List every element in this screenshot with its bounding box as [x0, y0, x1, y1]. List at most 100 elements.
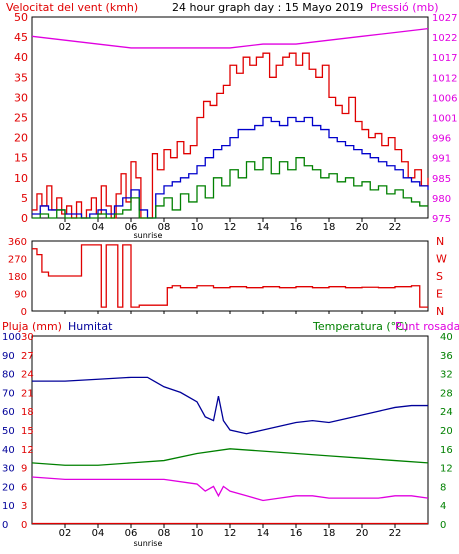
wind-y-tick-label: 0	[21, 212, 28, 225]
rain-y-tick-label: 18	[21, 407, 34, 418]
wind-speed-axis-title: Velocitat del vent (kmh)	[6, 1, 138, 14]
temperature-y-tick-label: 20	[440, 426, 453, 437]
humidity-x-tick-label: 04	[92, 528, 105, 539]
wind-x-tick-label: 12	[224, 222, 237, 233]
wind-y-tick-label: 5	[21, 192, 28, 205]
pressure-y-tick-label: 1022	[432, 33, 457, 44]
wind-x-tick-label: 04	[92, 222, 105, 233]
sunrise-label: sunrise	[133, 539, 162, 548]
temperature-line	[31, 448, 429, 466]
wind-x-tick-label: 20	[356, 222, 369, 233]
wind-y-tick-label: 15	[14, 152, 28, 165]
pressure-y-tick-label: 1012	[432, 73, 457, 84]
pressure-y-tick-label: 1001	[432, 114, 457, 125]
humidity-y-tick-label: 0	[2, 520, 8, 531]
direction-y-tick-label: 360	[8, 237, 27, 248]
rain-y-tick-label: 6	[21, 482, 27, 493]
humidity-y-tick-label: 50	[2, 426, 15, 437]
gust-wind-line	[32, 52, 429, 219]
pressure-y-tick-label: 1006	[432, 93, 457, 104]
humidity-y-tick-label: 20	[2, 482, 15, 493]
temperature-y-tick-label: 28	[440, 388, 453, 399]
wind-x-tick-label: 14	[257, 222, 270, 233]
direction-compass-label: W	[436, 253, 447, 266]
temperature-y-tick-label: 24	[440, 407, 453, 418]
temperature-y-tick-label: 36	[440, 351, 453, 362]
temperature-y-tick-label: 12	[440, 464, 453, 475]
wind-y-tick-label: 50	[14, 11, 28, 24]
rain-y-tick-label: 15	[21, 426, 34, 437]
humidity-x-tick-label: 12	[224, 528, 237, 539]
temperature-y-tick-label: 16	[440, 445, 453, 456]
wind-x-tick-label: 22	[389, 222, 402, 233]
wind-panel-frame	[31, 16, 429, 219]
temperature-axis-title: Temperatura (°C)	[312, 320, 408, 333]
wind-y-tick-label: 40	[14, 51, 28, 64]
rain-y-tick-label: 9	[21, 464, 27, 475]
wind-x-tick-label: 18	[323, 222, 336, 233]
humidity-axis-title: Humitat	[68, 320, 113, 333]
humidity-x-tick-label: 20	[356, 528, 369, 539]
humidity-x-tick-label: 02	[59, 528, 72, 539]
humidity-x-tick-label: 18	[323, 528, 336, 539]
wind-y-tick-label: 30	[14, 91, 28, 104]
wind-y-tick-label: 35	[14, 71, 28, 84]
humidity-line	[32, 376, 428, 435]
direction-compass-label: N	[436, 235, 444, 248]
temperature-y-tick-label: 8	[440, 482, 446, 493]
wind-x-tick-label: 08	[158, 222, 171, 233]
wind-x-tick-label: 02	[59, 222, 72, 233]
humidity-y-tick-label: 10	[2, 501, 15, 512]
humidity-y-tick-label: 80	[2, 370, 15, 381]
humidity-x-tick-label: 14	[257, 528, 270, 539]
direction-compass-label: N	[436, 305, 444, 318]
temperature-y-tick-label: 40	[440, 332, 453, 343]
humidity-y-tick-label: 40	[2, 445, 15, 456]
temperature-y-tick-label: 4	[440, 501, 446, 512]
wind-y-tick-label: 20	[14, 132, 28, 145]
pressure-y-tick-label: 985	[432, 174, 451, 185]
temperature-y-tick-label: 0	[440, 520, 446, 531]
rain-y-tick-label: 0	[21, 520, 27, 531]
wind-y-tick-label: 45	[14, 31, 28, 44]
temperature-y-tick-label: 32	[440, 370, 453, 381]
wind-x-tick-label: 16	[290, 222, 303, 233]
wind-direction-line	[32, 244, 428, 308]
direction-compass-label: S	[436, 270, 443, 283]
direction-y-tick-label: 90	[14, 290, 27, 301]
humidity-y-tick-label: 70	[2, 388, 15, 399]
rain-y-tick-label: 21	[21, 388, 34, 399]
rain-y-tick-label: 24	[21, 370, 34, 381]
rain-y-tick-label: 30	[21, 332, 34, 343]
rain-y-tick-label: 12	[21, 445, 34, 456]
rain-y-tick-label: 3	[21, 501, 27, 512]
humidity-x-tick-label: 22	[389, 528, 402, 539]
rain-axis-title: Pluja (mm)	[2, 320, 62, 333]
pressure-axis-title: Pressió (mb)	[370, 1, 439, 14]
pressure-y-tick-label: 975	[432, 214, 451, 225]
wind-x-tick-label: 10	[191, 222, 204, 233]
humidity-x-tick-label: 08	[158, 528, 171, 539]
humidity-x-tick-label: 06	[125, 528, 138, 539]
chart-title: 24 hour graph day : 15 Mayo 2019	[172, 1, 363, 14]
humidity-y-tick-label: 30	[2, 464, 15, 475]
humidity-y-tick-label: 60	[2, 407, 15, 418]
dewpoint-line	[31, 476, 429, 502]
direction-y-tick-label: 0	[21, 307, 27, 318]
direction-compass-label: E	[436, 288, 443, 301]
pressure-y-tick-label: 1027	[432, 13, 457, 24]
wind-y-tick-label: 10	[14, 172, 28, 185]
humidity-x-tick-label: 16	[290, 528, 303, 539]
humidity-y-tick-label: 100	[2, 332, 21, 343]
avg-wind-line	[32, 116, 429, 219]
humidity-y-tick-label: 90	[2, 351, 15, 362]
direction-y-tick-label: 270	[8, 255, 27, 266]
min-wind-line	[32, 157, 428, 219]
direction-panel-frame	[31, 240, 429, 312]
pressure-y-tick-label: 991	[432, 154, 451, 165]
pressure-y-tick-label: 980	[432, 194, 451, 205]
sunrise-label: sunrise	[133, 231, 162, 240]
humidity-x-tick-label: 10	[191, 528, 204, 539]
